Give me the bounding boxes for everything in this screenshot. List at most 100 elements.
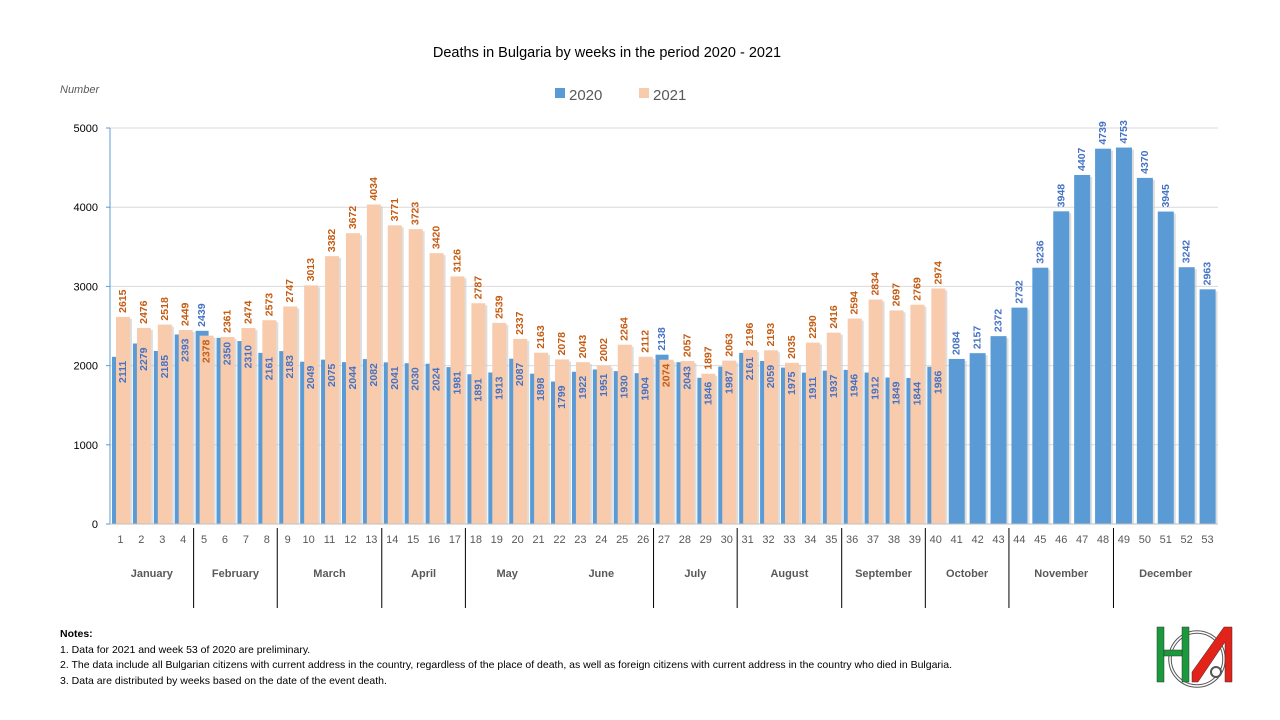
month-label: November <box>1034 568 1089 580</box>
month-label: February <box>212 568 260 580</box>
data-label-2021: 2196 <box>744 323 756 347</box>
x-tick-label: 14 <box>386 534 398 546</box>
data-label-2020: 1981 <box>451 371 463 395</box>
bar-2020-week-46 <box>1053 211 1070 524</box>
x-tick-label: 3 <box>159 534 165 546</box>
data-label-2020: 4739 <box>1097 121 1109 145</box>
data-label-2020: 4753 <box>1118 120 1130 144</box>
data-label-2021: 2074 <box>661 364 673 388</box>
bar-2021-week-21 <box>534 352 549 524</box>
x-tick-label: 53 <box>1201 534 1213 546</box>
x-tick-label: 38 <box>888 534 900 546</box>
x-tick-label: 19 <box>491 534 503 546</box>
data-label-2021: 3771 <box>389 198 401 222</box>
bar-2021-week-33 <box>784 362 799 524</box>
legend-label-2021: 2021 <box>653 87 686 104</box>
x-tick-label: 44 <box>1013 534 1025 546</box>
bar-2021-week-2 <box>136 327 151 524</box>
bar-2020-week-48 <box>1095 148 1112 524</box>
data-label-2021: 2474 <box>242 301 254 325</box>
x-tick-label: 9 <box>285 534 291 546</box>
x-tick-label: 25 <box>616 534 628 546</box>
data-label-2020: 1898 <box>535 378 547 402</box>
data-label-2020: 1930 <box>619 375 631 399</box>
x-tick-label: 2 <box>138 534 144 546</box>
bar-2021-week-20 <box>513 338 528 524</box>
month-label: July <box>684 568 707 580</box>
bar-2020-week-44 <box>1011 307 1028 524</box>
bar-2021-week-3 <box>157 324 172 524</box>
data-label-2020: 1904 <box>640 377 652 401</box>
data-label-2020: 1911 <box>807 376 819 399</box>
data-label-2021: 2615 <box>117 289 129 313</box>
data-label-2020: 2082 <box>368 363 380 387</box>
data-label-2021: 2193 <box>765 323 777 347</box>
data-label-2021: 2594 <box>849 291 861 315</box>
x-tick-label: 32 <box>762 534 774 546</box>
note-2: 2. The data include all Bulgarian citize… <box>60 659 953 671</box>
y-tick-label: 2000 <box>74 361 98 373</box>
data-label-2021: 2337 <box>514 311 526 335</box>
data-label-2021: 2057 <box>681 334 693 358</box>
note-1: 1. Data for 2021 and week 53 of 2020 are… <box>60 643 311 656</box>
x-tick-label: 40 <box>930 534 942 546</box>
bar-2021-week-29 <box>701 373 716 524</box>
month-label: September <box>855 568 913 580</box>
bar-2021-week-19 <box>492 322 507 524</box>
data-label-2020: 2024 <box>431 368 443 392</box>
x-tick-label: 6 <box>222 534 228 546</box>
data-label-2021: 1897 <box>702 346 714 370</box>
deaths-chart: Deaths in Bulgaria by weeks in the perio… <box>60 45 1218 608</box>
x-tick-label: 10 <box>302 534 314 546</box>
data-label-2020: 2732 <box>1013 280 1025 304</box>
month-label: January <box>131 568 174 580</box>
data-label-2020: 2044 <box>347 366 359 390</box>
data-label-2021: 2974 <box>932 261 944 285</box>
data-label-2020: 1951 <box>598 373 610 397</box>
data-label-2020: 3242 <box>1181 240 1193 264</box>
bar-2021-week-13 <box>366 204 381 524</box>
data-label-2020: 1913 <box>493 376 505 400</box>
bar-2020-week-53 <box>1199 289 1216 524</box>
bar-2021-week-17 <box>450 276 465 524</box>
x-tick-label: 48 <box>1097 534 1109 546</box>
data-label-2021: 3420 <box>431 226 443 250</box>
month-label: December <box>1139 568 1193 580</box>
x-tick-label: 15 <box>407 534 419 546</box>
data-label-2020: 3945 <box>1160 184 1172 208</box>
bar-2021-week-16 <box>429 253 444 525</box>
y-tick-label: 5000 <box>74 123 98 135</box>
data-label-2021: 4034 <box>368 177 380 201</box>
x-tick-label: 36 <box>846 534 858 546</box>
data-label-2020: 1912 <box>870 376 882 400</box>
data-label-2021: 2769 <box>911 277 923 301</box>
bar-2021-week-7 <box>241 328 256 524</box>
bar-2020-week-47 <box>1074 174 1091 524</box>
data-label-2020: 2183 <box>284 355 296 379</box>
bar-2021-week-22 <box>555 359 570 524</box>
note-3: 3. Data are distributed by weeks based o… <box>60 674 387 687</box>
x-tick-label: 18 <box>470 534 482 546</box>
bar-2020-week-42 <box>969 353 986 524</box>
bar-2021-week-32 <box>764 350 779 524</box>
x-tick-label: 29 <box>700 534 712 546</box>
bar-2021-week-1 <box>116 316 130 524</box>
data-label-2020: 1891 <box>472 378 484 402</box>
x-tick-label: 41 <box>951 534 963 546</box>
data-label-2021: 2747 <box>284 279 296 303</box>
month-label: June <box>588 568 614 580</box>
legend: 2020 2021 <box>555 87 686 104</box>
month-label: August <box>770 568 808 580</box>
data-label-2021: 2449 <box>180 303 192 327</box>
data-label-2021: 2112 <box>640 330 652 353</box>
x-tick-label: 45 <box>1034 534 1046 546</box>
data-label-2021: 2063 <box>723 333 735 357</box>
month-label: April <box>411 568 436 580</box>
month-label: March <box>313 568 346 580</box>
data-label-2020: 2439 <box>196 303 208 327</box>
bar-2021-week-9 <box>283 306 298 524</box>
data-label-2021: 3013 <box>305 258 317 282</box>
bar-2021-week-12 <box>345 233 360 524</box>
bar-2020-week-51 <box>1157 211 1174 524</box>
data-label-2020: 2372 <box>993 309 1005 333</box>
